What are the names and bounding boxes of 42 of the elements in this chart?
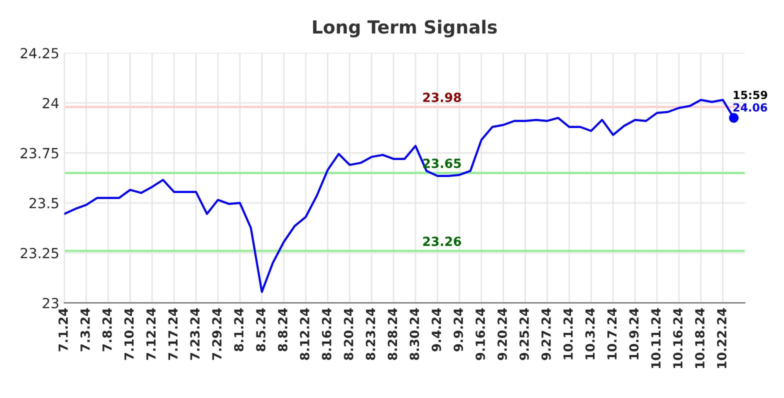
x-tick-label: 7.3.24 <box>80 308 90 352</box>
ref-line-label: 23.98 <box>423 92 461 102</box>
x-tick-label: 8.1.24 <box>234 308 244 352</box>
y-tick-label: 24 <box>42 98 59 108</box>
x-tick-label: 8.8.24 <box>278 308 288 352</box>
x-tick-label: 9.9.24 <box>454 308 464 352</box>
x-tick-label: 7.1.24 <box>58 308 68 352</box>
x-tick-label: 8.28.24 <box>388 308 398 360</box>
x-tick-label: 8.12.24 <box>300 308 310 360</box>
y-tick-label: 23 <box>42 298 58 308</box>
x-tick-label: 10.11.24 <box>651 308 661 368</box>
x-tick-label: 8.23.24 <box>366 308 376 360</box>
x-tick-label: 8.20.24 <box>344 308 354 360</box>
x-tick-label: 10.22.24 <box>717 308 726 368</box>
x-tick-label: 9.4.24 <box>432 308 442 352</box>
x-tick-label: 10.3.24 <box>585 308 595 360</box>
x-tick-label: 7.10.24 <box>124 308 134 360</box>
x-tick-label: 9.16.24 <box>476 308 486 360</box>
x-tick-label: 10.16.24 <box>673 308 683 368</box>
y-tick-label: 23.75 <box>20 148 58 158</box>
x-tick-label: 10.9.24 <box>629 308 639 360</box>
x-tick-label: 9.25.24 <box>519 308 529 360</box>
x-tick-label: 9.20.24 <box>498 308 507 360</box>
y-tick-label: 23.25 <box>20 248 58 258</box>
x-tick-label: 8.16.24 <box>322 308 332 360</box>
x-tick-label: 10.1.24 <box>563 308 573 360</box>
annotation: 15:59 <box>734 90 768 100</box>
y-tick-label: 24.25 <box>20 48 58 58</box>
x-tick-label: 10.7.24 <box>607 308 617 360</box>
x-tick-label: 7.29.24 <box>212 308 222 360</box>
x-tick-label: 9.27.24 <box>541 308 551 360</box>
x-tick-label: 7.23.24 <box>190 308 200 360</box>
y-tick-label: 23.5 <box>30 198 58 208</box>
x-tick-label: 8.30.24 <box>410 308 420 360</box>
x-tick-label: 7.8.24 <box>102 308 112 352</box>
x-tick-label: 7.17.24 <box>168 308 178 360</box>
chart-title: Long Term Signals <box>313 20 497 38</box>
annotation: 24.06 <box>733 103 768 112</box>
x-tick-label: 8.5.24 <box>256 308 266 352</box>
ref-line-label: 23.26 <box>423 236 462 246</box>
x-tick-label: 7.12.24 <box>146 308 156 360</box>
x-tick-label: 10.18.24 <box>695 308 705 368</box>
